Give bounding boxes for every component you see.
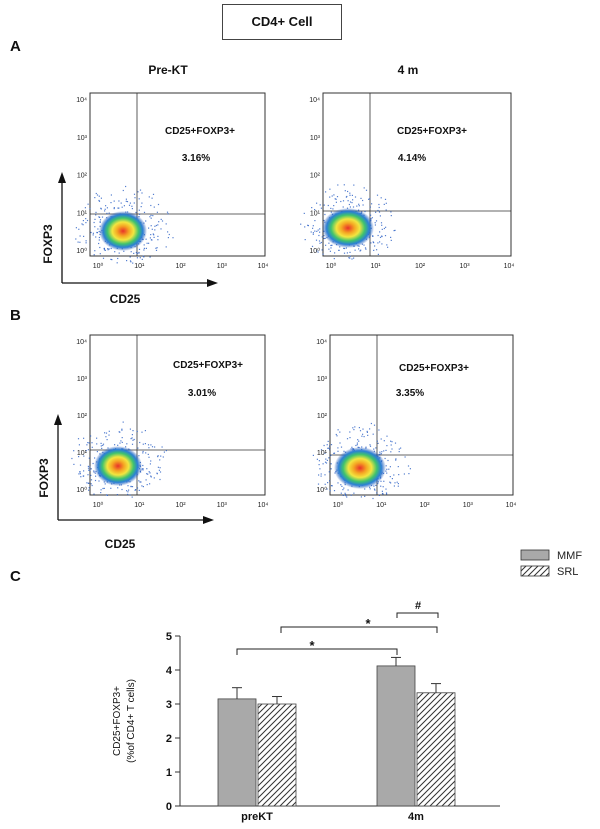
y-tick-label: 10² (310, 173, 321, 180)
x-tick-label: 10⁴ (504, 263, 515, 270)
bar-mmf-prekt (217, 698, 257, 807)
density-core (334, 447, 386, 489)
x-tick-label: 10¹ (370, 263, 381, 270)
y-tick-label: 10⁰ (316, 486, 327, 494)
flow-plot-a-prekt: CD25+FOXP3+ 3.16% 10⁰ 10⁰ 10¹ 10¹ 10² 10² 10³ 1… (75, 92, 269, 270)
bar-mmf-4m (376, 665, 416, 807)
density-core (94, 446, 142, 486)
column-title-4m: 4 m (398, 63, 419, 77)
gate-percent: 3.01% (188, 388, 216, 399)
bar-y-label-line2: (%of CD4+ T cells) (126, 679, 137, 763)
legend-swatch-mmf (520, 549, 550, 561)
y-tick-label: 3 (166, 699, 172, 711)
legend-label-srl: SRL (557, 566, 578, 578)
significance-bracket-hash: # (396, 600, 439, 618)
significance-marker: * (309, 638, 315, 653)
y-tick-label: 10² (77, 413, 88, 420)
y-tick-label: 10¹ (77, 450, 88, 457)
panel-label-c: C (10, 568, 21, 585)
x-tick-label: 10¹ (134, 263, 145, 270)
density-core (99, 211, 147, 251)
x-tick-label: 10³ (217, 263, 228, 270)
legend-swatch-srl (520, 565, 550, 577)
x-tick-label: 10⁰ (93, 501, 104, 509)
x-tick-label: 10² (175, 502, 186, 509)
y-tick-label: 4 (166, 665, 173, 677)
x-tick-label: 10⁴ (258, 502, 269, 509)
x-tick-label: 10⁰ (333, 501, 344, 509)
bar-y-label-line1: CD25+FOXP3+ (112, 686, 123, 756)
x-tick-label: 10⁰ (326, 262, 337, 270)
column-title-prekt: Pre-KT (148, 63, 188, 77)
y-tick-label: 10⁰ (76, 486, 87, 494)
x-tick-label: 10¹ (376, 502, 387, 509)
y-tick-label: 10¹ (310, 210, 321, 217)
y-tick-label: 1 (166, 767, 172, 779)
gate-label: CD25+FOXP3+ (165, 126, 235, 137)
significance-bracket-star-1: * (236, 638, 398, 655)
y-tick-label: 10³ (77, 376, 88, 383)
panel-label-b: B (10, 307, 21, 324)
axis-arrows-a: FOXP3 CD25 (41, 172, 218, 306)
x-tick-label: 10¹ (134, 502, 145, 509)
y-tick-label: 0 (166, 801, 172, 813)
y-tick-label: 10⁴ (76, 339, 87, 346)
x-tick-label: 10⁴ (258, 263, 269, 270)
y-tick-label: 10⁴ (309, 97, 320, 104)
plot-frame (329, 334, 514, 496)
legend: MMF SRL (520, 549, 582, 578)
y-tick-label: 10⁴ (76, 97, 87, 104)
x-tick-label: 10³ (459, 263, 470, 270)
y-tick-label: 5 (166, 631, 172, 643)
y-tick-label: 2 (166, 733, 172, 745)
panel-label-a: A (10, 38, 21, 55)
gate-percent: 4.14% (398, 153, 426, 164)
legend-label-mmf: MMF (557, 550, 582, 562)
x-tick-label: 10² (419, 502, 430, 509)
y-tick-label: 10³ (310, 135, 321, 142)
significance-marker: # (415, 600, 421, 612)
gate-percent: 3.35% (396, 388, 424, 399)
y-tick-label: 10¹ (317, 450, 328, 457)
x-tick-label: 10⁴ (506, 502, 517, 509)
x-tick-label: 10² (415, 263, 426, 270)
plot-frame (322, 92, 512, 257)
flow-plot-a-4m: CD25+FOXP3+ 4.14% 10⁰ 10⁰ 10¹ 10¹ 10² 10² 10³ 1… (300, 92, 515, 270)
y-tick-label: 10⁴ (316, 339, 327, 346)
y-tick-label: 10⁰ (309, 247, 320, 255)
flow-plot-b-4m: CD25+FOXP3+ 3.35% 10⁰ 10⁰ 10¹ 10¹ 10² 10² 10³ 1… (312, 334, 517, 509)
plot-frame (89, 92, 266, 257)
plot-frame (89, 334, 266, 496)
y-tick-label: 10³ (77, 135, 88, 142)
bar-srl-4m (416, 692, 456, 807)
significance-bracket-star-2: * (280, 616, 438, 633)
gate-label: CD25+FOXP3+ (173, 360, 243, 371)
y-tick-label: 10¹ (77, 210, 88, 217)
x-tick-label: preKT (241, 811, 273, 823)
y-axis-label: FOXP3 (41, 224, 55, 264)
x-tick-label: 4m (408, 811, 424, 823)
figure-title: CD4+ Cell (222, 4, 342, 40)
gate-label: CD25+FOXP3+ (397, 126, 467, 137)
y-axis-label: FOXP3 (37, 458, 51, 498)
bar-srl-prekt (257, 703, 297, 807)
bar-chart: 0 1 2 3 4 5 preKT 4m CD25+FOXP3+ (%of CD4+ T c… (112, 600, 500, 823)
y-tick-label: 10² (317, 413, 328, 420)
x-axis-label: CD25 (105, 537, 136, 551)
axis-arrows-b: FOXP3 CD25 (37, 414, 214, 551)
flow-plot-b-prekt: CD25+FOXP3+ 3.01% 10⁰ 10⁰ 10¹ 10¹ 10² 10² 10³ 1… (71, 334, 269, 509)
significance-marker: * (365, 616, 371, 631)
x-tick-label: 10³ (463, 502, 474, 509)
gate-percent: 3.16% (182, 153, 210, 164)
x-tick-label: 10² (175, 263, 186, 270)
x-tick-label: 10³ (217, 502, 228, 509)
x-tick-label: 10⁰ (93, 262, 104, 270)
y-tick-label: 10⁰ (76, 247, 87, 255)
x-axis-label: CD25 (110, 292, 141, 306)
density-core (322, 208, 374, 248)
gate-label: CD25+FOXP3+ (399, 363, 469, 374)
y-tick-label: 10³ (317, 376, 328, 383)
y-tick-label: 10² (77, 173, 88, 180)
